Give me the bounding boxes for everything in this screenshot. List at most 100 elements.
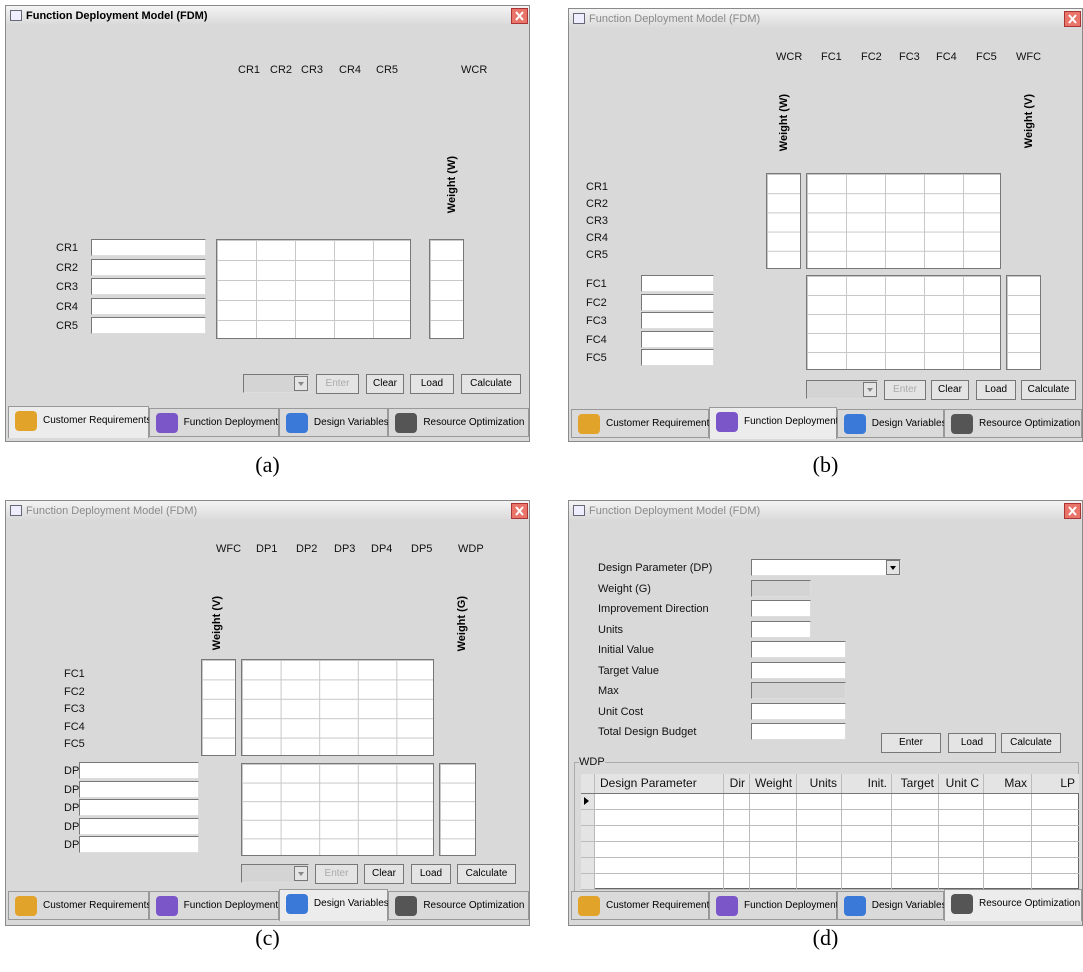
matrix-grid[interactable] [766, 173, 801, 269]
tab[interactable]: Resource Optimization [388, 891, 529, 920]
text-input[interactable] [79, 818, 199, 835]
tab[interactable]: Resource Optimization [388, 408, 529, 437]
row-label: FC1 [586, 278, 607, 290]
text-input[interactable] [751, 600, 811, 617]
field-label: Weight (G) [598, 583, 651, 595]
column-line [983, 774, 984, 889]
close-button[interactable] [1064, 503, 1081, 519]
text-input[interactable] [751, 723, 846, 740]
arrow [864, 383, 876, 396]
close-button[interactable] [511, 503, 528, 519]
tab[interactable]: Function Deployment [149, 891, 279, 920]
tab-active[interactable]: Function Deployment [709, 407, 837, 439]
tab[interactable]: Design Variables [279, 408, 388, 437]
tab-active[interactable]: Resource Optimization [944, 889, 1082, 921]
tab-icon [951, 894, 973, 914]
button[interactable]: Load [976, 380, 1016, 400]
column-header: DP5 [411, 543, 432, 555]
close-button[interactable] [511, 8, 528, 24]
text-input[interactable] [79, 836, 199, 853]
column-line [749, 774, 750, 889]
matrix-grid[interactable] [216, 239, 411, 339]
text-input[interactable] [91, 259, 206, 276]
field-label: Total Design Budget [598, 726, 696, 738]
dropdown[interactable] [806, 380, 878, 399]
column-header: CR5 [376, 64, 398, 76]
button[interactable]: Clear [931, 380, 969, 400]
button[interactable]: Load [948, 733, 996, 753]
tab[interactable]: Design Variables [837, 891, 944, 920]
text-input[interactable] [641, 294, 714, 311]
text-input[interactable] [641, 312, 714, 329]
text-input[interactable] [79, 762, 199, 779]
matrix-grid[interactable] [806, 173, 1001, 269]
button[interactable]: Load [410, 374, 454, 394]
column-header: DP2 [296, 543, 317, 555]
column-header: DP4 [371, 543, 392, 555]
window-icon [10, 505, 22, 516]
text-input[interactable] [751, 703, 846, 720]
tab[interactable]: Customer Requirements [8, 891, 149, 920]
matrix-grid[interactable] [241, 659, 434, 756]
text-input[interactable] [751, 662, 846, 679]
button[interactable]: Load [411, 864, 451, 884]
column-header: Units [796, 776, 841, 790]
row-label: CR1 [56, 242, 78, 254]
button[interactable]: Clear [366, 374, 404, 394]
matrix-grid[interactable] [241, 763, 434, 856]
text-input[interactable] [641, 349, 714, 366]
button[interactable]: Enter [884, 380, 926, 400]
dropdown[interactable] [241, 864, 309, 883]
tab-icon [156, 896, 178, 916]
tab[interactable]: Customer Requirements [571, 891, 709, 920]
column-header: Target [891, 776, 938, 790]
row-label: CR1 [586, 181, 608, 193]
row-header-column [581, 774, 594, 889]
column-header: Unit C [938, 776, 983, 790]
tab[interactable]: Function Deployment [709, 891, 837, 920]
text-input[interactable] [91, 317, 206, 334]
tab-icon [286, 894, 308, 914]
close-button[interactable] [1064, 11, 1081, 27]
tab[interactable]: Design Variables [837, 409, 944, 438]
title-bar: Function Deployment Model (FDM) [569, 9, 1082, 29]
dropdown[interactable] [751, 559, 901, 576]
row-line [581, 873, 1079, 874]
matrix-grid[interactable] [439, 763, 476, 856]
text-input[interactable] [751, 641, 846, 658]
text-input[interactable] [91, 239, 206, 256]
dropdown[interactable] [243, 374, 309, 393]
button[interactable]: Clear [364, 864, 404, 884]
button[interactable]: Calculate [457, 864, 516, 884]
column-header: FC3 [899, 51, 920, 63]
row-line [581, 841, 1079, 842]
tab-icon [716, 896, 738, 916]
column-header: WDP [458, 543, 484, 555]
button[interactable]: Calculate [461, 374, 521, 394]
text-input[interactable] [751, 621, 811, 638]
matrix-grid[interactable] [806, 275, 1001, 370]
button[interactable]: Enter [316, 374, 359, 394]
tab[interactable]: Function Deployment [149, 408, 279, 437]
text-input[interactable] [751, 682, 846, 699]
text-input[interactable] [79, 781, 199, 798]
matrix-grid[interactable] [1006, 275, 1041, 370]
button[interactable]: Calculate [1001, 733, 1061, 753]
text-input[interactable] [641, 331, 714, 348]
button[interactable]: Calculate [1021, 380, 1076, 400]
text-input[interactable] [91, 278, 206, 295]
tab[interactable]: Resource Optimization [944, 409, 1082, 438]
text-input[interactable] [641, 275, 714, 292]
text-input[interactable] [79, 799, 199, 816]
button[interactable]: Enter [881, 733, 941, 753]
tab-active[interactable]: Design Variables [279, 889, 388, 921]
button[interactable]: Enter [315, 864, 358, 884]
matrix-grid[interactable] [429, 239, 464, 339]
column-header: DP3 [334, 543, 355, 555]
matrix-grid[interactable] [201, 659, 236, 756]
text-input[interactable] [751, 580, 811, 597]
tab[interactable]: Customer Requirements [571, 409, 709, 438]
column-header: WFC [1016, 51, 1041, 63]
text-input[interactable] [91, 298, 206, 315]
tab-active[interactable]: Customer Requirements [8, 406, 149, 438]
